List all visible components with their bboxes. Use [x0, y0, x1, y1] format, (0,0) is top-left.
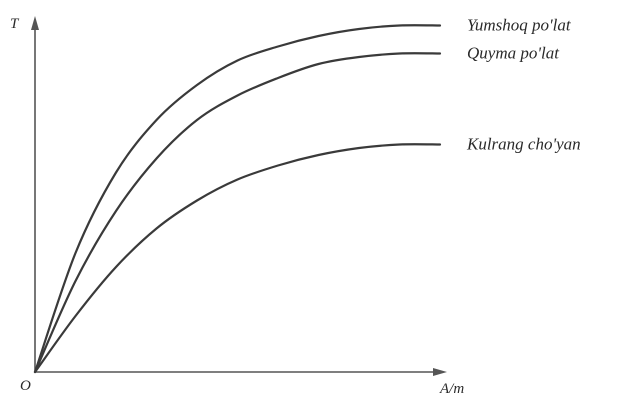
series-curves: [33, 24, 442, 374]
series-label-1: Yumshoq po'lat: [467, 16, 572, 35]
origin-label: O: [20, 378, 31, 394]
series-curve-3: [33, 143, 442, 374]
y-axis-arrow: [31, 16, 39, 30]
series-labels: Yumshoq po'lat Quyma po'lat Kulrang cho'ya…: [466, 16, 581, 154]
y-axis-label: T: [10, 16, 20, 32]
x-axis-arrow: [433, 368, 447, 376]
x-axis-label: A/m: [439, 381, 464, 397]
series-label-3: Kulrang cho'yan: [466, 135, 581, 154]
axes: [31, 16, 447, 376]
series-label-2: Quyma po'lat: [467, 44, 560, 63]
series-curve-1: [33, 24, 442, 374]
series-curve-2: [33, 52, 442, 374]
